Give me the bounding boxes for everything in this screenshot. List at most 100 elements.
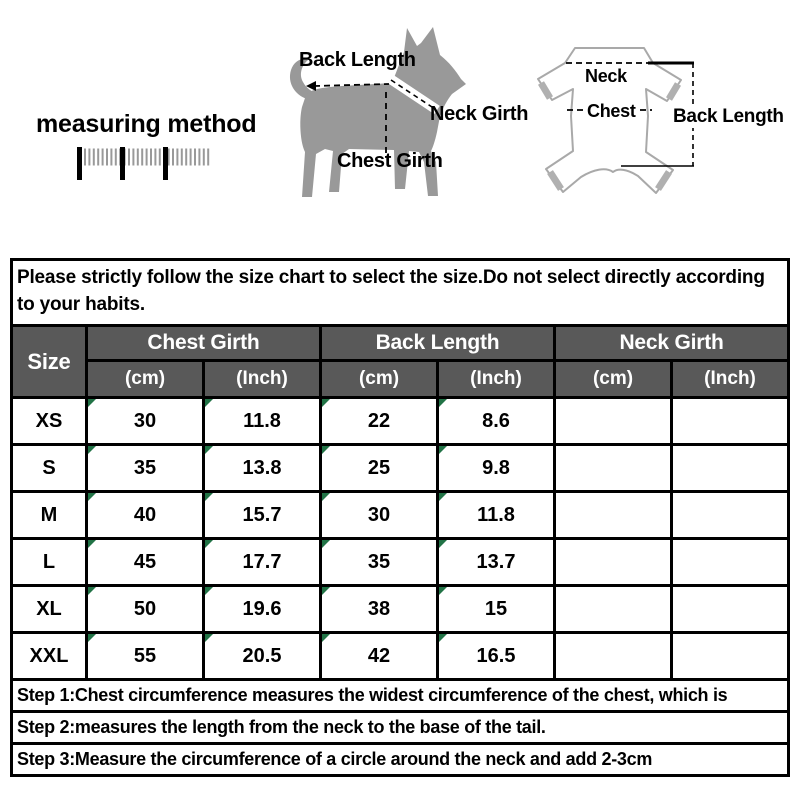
step-3-text: Step 3:Measure the circumference of a ci… bbox=[9, 742, 791, 777]
cell-back-cm: 25 bbox=[319, 443, 439, 493]
step-1-text: Step 1:Chest circumference measures the … bbox=[9, 678, 791, 713]
cell-value: 55 bbox=[133, 644, 157, 667]
measuring-diagrams bbox=[77, 27, 694, 197]
green-corner-icon bbox=[88, 587, 96, 595]
size-chart-table: Please strictly follow the size chart to… bbox=[9, 258, 791, 777]
cell-back-inch: 16.5 bbox=[436, 631, 556, 681]
green-corner-icon bbox=[322, 634, 330, 642]
cell-chest-inch: 19.6 bbox=[202, 584, 322, 634]
table-note: Please strictly follow the size chart to… bbox=[9, 258, 791, 327]
step-row-1: Step 1:Chest circumference measures the … bbox=[9, 678, 791, 713]
green-corner-icon bbox=[439, 446, 447, 454]
cell-neck-inch bbox=[669, 584, 791, 634]
cell-back-inch: 8.6 bbox=[436, 396, 556, 446]
green-corner-icon bbox=[322, 446, 330, 454]
cell-value: 50 bbox=[133, 597, 157, 620]
cell-back-cm: 30 bbox=[319, 490, 439, 540]
green-corner-icon bbox=[439, 540, 447, 548]
garment-cuffs bbox=[537, 81, 682, 191]
cell-size: XS bbox=[10, 396, 88, 446]
cell-chest-inch: 15.7 bbox=[202, 490, 322, 540]
garment-neck-label: Neck bbox=[585, 66, 627, 86]
measuring-method-title: measuring method bbox=[36, 110, 257, 138]
cell-chest-cm: 55 bbox=[85, 631, 205, 681]
cell-value: 9.8 bbox=[482, 456, 510, 479]
dog-tail bbox=[289, 59, 318, 99]
cell-value: 42 bbox=[367, 644, 391, 667]
cell-value: 40 bbox=[133, 503, 157, 526]
green-corner-icon bbox=[439, 634, 447, 642]
cell-value: 11.8 bbox=[243, 409, 281, 432]
col-group-back-length: Back Length bbox=[319, 324, 556, 362]
cell-neck-cm bbox=[553, 584, 673, 634]
green-corner-icon bbox=[439, 399, 447, 407]
cell-value: 11.8 bbox=[477, 503, 515, 526]
cell-chest-inch: 13.8 bbox=[202, 443, 322, 493]
size-row-m: M 40 15.7 30 11.8 bbox=[10, 490, 791, 540]
cell-value: 16.5 bbox=[476, 644, 516, 667]
dog-diagram bbox=[289, 27, 466, 197]
cell-size: M bbox=[10, 490, 88, 540]
cell-value: 30 bbox=[133, 409, 157, 432]
cell-size: XL bbox=[10, 584, 88, 634]
cell-back-inch: 9.8 bbox=[436, 443, 556, 493]
cell-chest-cm: 45 bbox=[85, 537, 205, 587]
cell-value: 25 bbox=[367, 456, 391, 479]
green-corner-icon bbox=[205, 399, 213, 407]
cell-back-inch: 11.8 bbox=[436, 490, 556, 540]
green-corner-icon bbox=[439, 587, 447, 595]
cell-value: 15.7 bbox=[242, 503, 282, 526]
cell-neck-inch bbox=[669, 537, 791, 587]
cell-value: 19.6 bbox=[242, 597, 282, 620]
cell-value: 13.8 bbox=[242, 456, 282, 479]
ruler-icon bbox=[77, 147, 210, 180]
cell-value: 22 bbox=[367, 409, 391, 432]
cell-value: 8.6 bbox=[482, 409, 510, 432]
green-corner-icon bbox=[88, 399, 96, 407]
col-header-size: Size bbox=[10, 324, 88, 399]
size-row-xxl: XXL 55 20.5 42 16.5 bbox=[10, 631, 791, 681]
cell-chest-inch: 11.8 bbox=[202, 396, 322, 446]
note-row: Please strictly follow the size chart to… bbox=[9, 258, 791, 327]
cell-neck-inch bbox=[669, 490, 791, 540]
cell-value: 20.5 bbox=[242, 644, 282, 667]
cell-neck-cm bbox=[553, 490, 673, 540]
cell-value: 17.7 bbox=[242, 550, 282, 573]
step-row-2: Step 2:measures the length from the neck… bbox=[9, 710, 791, 745]
cell-neck-inch bbox=[669, 631, 791, 681]
dog-chest-girth-label: Chest Girth bbox=[337, 150, 443, 172]
size-row-l: L 45 17.7 35 13.7 bbox=[10, 537, 791, 587]
unit-header-row: (cm) (Inch) (cm) (Inch) (cm) (Inch) bbox=[12, 359, 791, 399]
cell-neck-cm bbox=[553, 443, 673, 493]
group-header-row: Size Chest Girth Back Length Neck Girth bbox=[10, 324, 791, 399]
cell-chest-cm: 40 bbox=[85, 490, 205, 540]
green-corner-icon bbox=[205, 587, 213, 595]
cell-back-inch: 15 bbox=[436, 584, 556, 634]
col-group-chest-girth: Chest Girth bbox=[85, 324, 322, 362]
green-corner-icon bbox=[439, 493, 447, 501]
cell-back-cm: 35 bbox=[319, 537, 439, 587]
green-corner-icon bbox=[205, 634, 213, 642]
unit-header-inch: (Inch) bbox=[202, 359, 322, 399]
step-row-3: Step 3:Measure the circumference of a ci… bbox=[9, 742, 791, 777]
green-corner-icon bbox=[322, 587, 330, 595]
green-corner-icon bbox=[88, 446, 96, 454]
cell-size: L bbox=[10, 537, 88, 587]
cell-neck-cm bbox=[553, 396, 673, 446]
dog-back-length-label: Back Length bbox=[299, 49, 416, 71]
size-row-xs: XS 30 11.8 22 8.6 bbox=[10, 396, 791, 446]
step-2-text: Step 2:measures the length from the neck… bbox=[9, 710, 791, 745]
unit-header-inch: (Inch) bbox=[669, 359, 791, 399]
cell-chest-cm: 50 bbox=[85, 584, 205, 634]
cell-size: S bbox=[10, 443, 88, 493]
cell-chest-cm: 35 bbox=[85, 443, 205, 493]
size-row-xl: XL 50 19.6 38 15 bbox=[10, 584, 791, 634]
green-corner-icon bbox=[322, 399, 330, 407]
cell-value: 13.7 bbox=[476, 550, 516, 573]
unit-header-inch: (Inch) bbox=[436, 359, 556, 399]
green-corner-icon bbox=[322, 493, 330, 501]
col-group-neck-girth: Neck Girth bbox=[552, 324, 791, 362]
dog-neck-girth-label: Neck Girth bbox=[430, 103, 529, 125]
back-length-arrow bbox=[306, 81, 316, 91]
